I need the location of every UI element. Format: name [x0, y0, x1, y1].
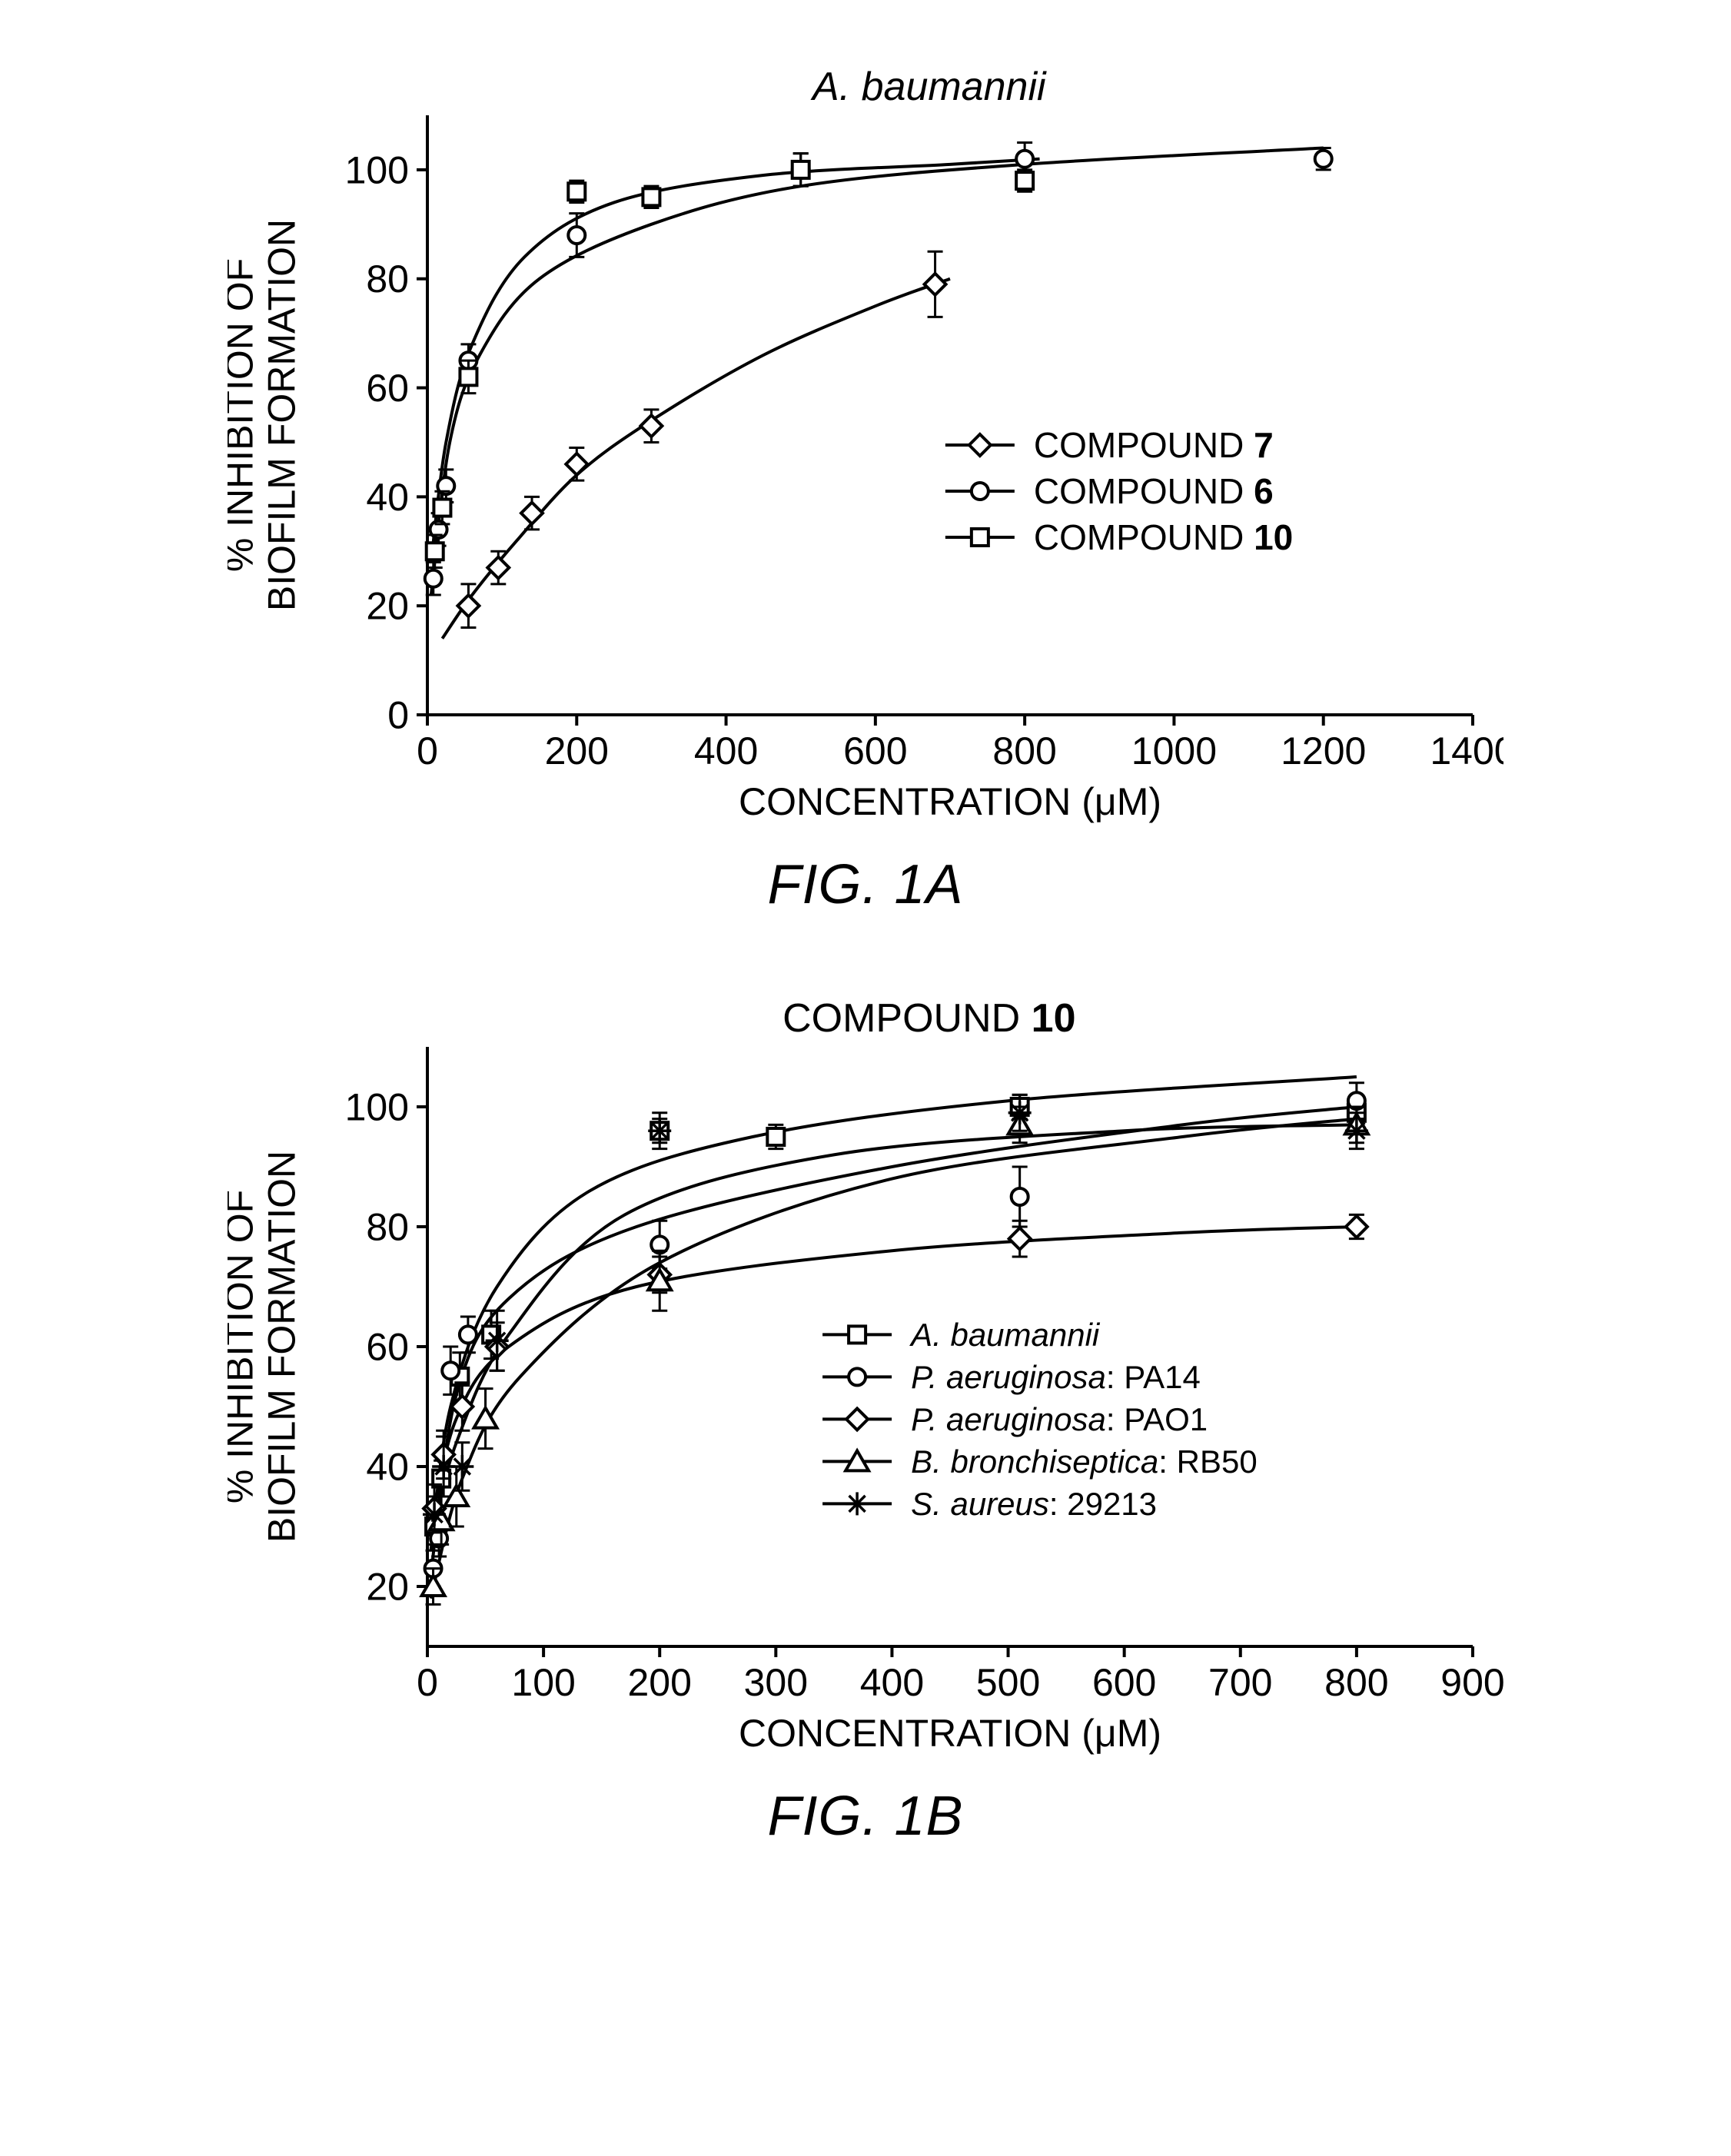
- svg-text:COMPOUND 10: COMPOUND 10: [1034, 517, 1293, 557]
- svg-text:40: 40: [366, 476, 409, 519]
- svg-text:20: 20: [366, 585, 409, 628]
- svg-text:800: 800: [1324, 1661, 1388, 1704]
- svg-text:500: 500: [976, 1661, 1040, 1704]
- svg-text:700: 700: [1208, 1661, 1272, 1704]
- svg-text:BIOFILM FORMATION: BIOFILM FORMATION: [261, 1151, 304, 1543]
- caption-fig-1a: FIG. 1A: [767, 853, 963, 916]
- svg-text:600: 600: [1092, 1661, 1156, 1704]
- svg-text:S. aureus: 29213: S. aureus: 29213: [911, 1486, 1157, 1522]
- svg-text:P. aeruginosa: PA14: P. aeruginosa: PA14: [911, 1359, 1201, 1395]
- svg-text:80: 80: [366, 257, 409, 301]
- svg-text:BIOFILM FORMATION: BIOFILM FORMATION: [261, 219, 304, 611]
- svg-text:100: 100: [345, 148, 409, 191]
- svg-text:200: 200: [628, 1661, 692, 1704]
- svg-text:CONCENTRATION (μM): CONCENTRATION (μM): [739, 780, 1161, 823]
- svg-text:400: 400: [860, 1661, 924, 1704]
- svg-text:1400: 1400: [1430, 729, 1503, 772]
- svg-text:800: 800: [992, 729, 1056, 772]
- svg-text:% INHIBITION OF: % INHIBITION OF: [228, 258, 261, 572]
- figure-1b-block: 0 100 200 300 400 500 600 700 800 900 20 40 60 80 100 C…: [77, 978, 1654, 1848]
- svg-text:0: 0: [417, 1661, 438, 1704]
- page: 0200400600800100012001400020406080100CON…: [0, 0, 1731, 1940]
- svg-text:A. baumannii: A. baumannii: [909, 1317, 1101, 1353]
- svg-text:300: 300: [744, 1661, 808, 1704]
- svg-text:1000: 1000: [1131, 729, 1217, 772]
- svg-text:B. bronchiseptica: RB50: B. bronchiseptica: RB50: [911, 1443, 1258, 1480]
- svg-text:40: 40: [366, 1446, 409, 1489]
- svg-text:20: 20: [366, 1566, 409, 1609]
- svg-text:P. aeruginosa: PAO1: P. aeruginosa: PAO1: [911, 1401, 1208, 1437]
- chart-fig-1a: 0 200 400 600 800 1000 1200 1400 0 20 40 60 80 100 CON…: [228, 46, 1503, 830]
- svg-text:60: 60: [366, 1326, 409, 1369]
- svg-text:0: 0: [417, 729, 438, 772]
- svg-text:% INHIBITION OF: % INHIBITION OF: [228, 1190, 261, 1503]
- svg-text:CONCENTRATION (μM): CONCENTRATION (μM): [739, 1712, 1161, 1755]
- svg-text:80: 80: [366, 1206, 409, 1249]
- svg-text:400: 400: [694, 729, 758, 772]
- svg-text:A. baumannii: A. baumannii: [810, 65, 1047, 109]
- svg-text:900: 900: [1440, 1661, 1503, 1704]
- svg-text:COMPOUND 7: COMPOUND 7: [1034, 425, 1274, 465]
- figure-1a-block: 0 200 400 600 800 1000 1200 1400 0 20 40 60 80 100 CON…: [77, 46, 1654, 916]
- svg-text:60: 60: [366, 367, 409, 410]
- svg-text:COMPOUND 10: COMPOUND 10: [782, 996, 1075, 1041]
- caption-fig-1b: FIG. 1B: [767, 1785, 963, 1848]
- chart-fig-1b: 0 100 200 300 400 500 600 700 800 900 20 40 60 80 100 C…: [228, 978, 1503, 1762]
- svg-text:0: 0: [387, 694, 409, 737]
- svg-text:100: 100: [511, 1661, 575, 1704]
- svg-text:100: 100: [345, 1086, 409, 1129]
- svg-text:600: 600: [843, 729, 907, 772]
- svg-text:200: 200: [545, 729, 609, 772]
- svg-text:1200: 1200: [1281, 729, 1366, 772]
- svg-text:COMPOUND 6: COMPOUND 6: [1034, 471, 1274, 511]
